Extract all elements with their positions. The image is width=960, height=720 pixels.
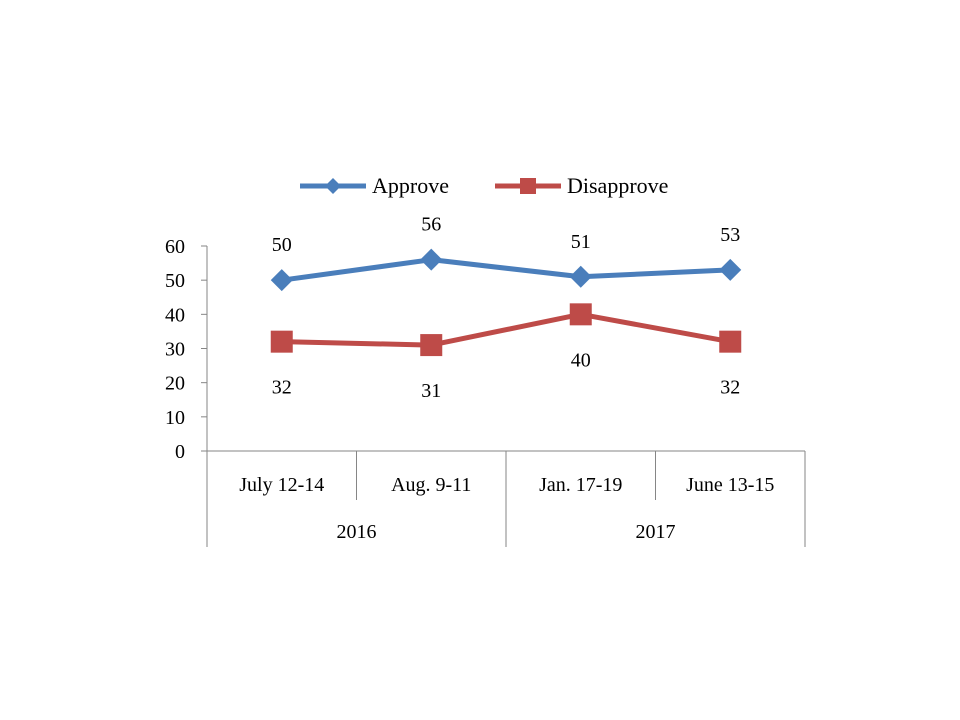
x-group-label: 2017: [636, 521, 676, 543]
legend-item-disapprove: Disapprove: [495, 173, 668, 198]
x-axis: July 12-14 Aug. 9-11 Jan. 17-19 June 13-15 2…: [206, 450, 806, 547]
x-tick-label: July 12-14: [239, 474, 324, 496]
x-group-label: 2016: [337, 521, 377, 543]
y-tick-label: 50: [165, 270, 185, 292]
data-point: [719, 330, 742, 353]
y-tick-label: 20: [165, 373, 185, 395]
legend-item-approve: Approve: [300, 173, 449, 198]
data-point: [270, 269, 293, 292]
data-label: 50: [272, 234, 292, 256]
series-approve: 50 56 51 53: [270, 214, 742, 292]
legend: Approve Disapprove: [300, 173, 668, 198]
legend-marker: [325, 178, 341, 194]
data-point: [569, 303, 592, 326]
series-line: [281, 257, 731, 283]
legend-label: Disapprove: [567, 173, 668, 198]
data-label: 51: [571, 231, 591, 253]
data-label: 31: [421, 380, 441, 402]
y-tick-label: 40: [165, 304, 185, 326]
x-tick-label: Jan. 17-19: [539, 474, 622, 496]
y-tick-label: 30: [165, 339, 185, 361]
data-label: 32: [720, 377, 740, 399]
data-point: [719, 258, 742, 281]
data-label: 32: [272, 377, 292, 399]
y-tick-label: 60: [165, 236, 185, 258]
series-layer: 50 56 51 53 32 31 40 32: [270, 214, 742, 402]
legend-marker: [520, 178, 536, 194]
y-tick-label: 0: [175, 441, 185, 463]
data-point: [420, 248, 443, 271]
series-disapprove: 32 31 40 32: [270, 303, 742, 402]
data-label: 56: [421, 214, 441, 236]
series-line: [281, 311, 731, 348]
data-point: [270, 330, 293, 353]
x-tick-label: Aug. 9-11: [391, 474, 471, 496]
data-point: [420, 334, 443, 357]
y-axis: 0 10 20 30 40 50 60: [165, 236, 208, 463]
legend-label: Approve: [372, 173, 449, 198]
x-tick-label: June 13-15: [686, 474, 774, 496]
data-point: [569, 265, 592, 288]
data-label: 53: [720, 224, 740, 246]
y-tick-label: 10: [165, 407, 185, 429]
data-label: 40: [571, 349, 591, 371]
